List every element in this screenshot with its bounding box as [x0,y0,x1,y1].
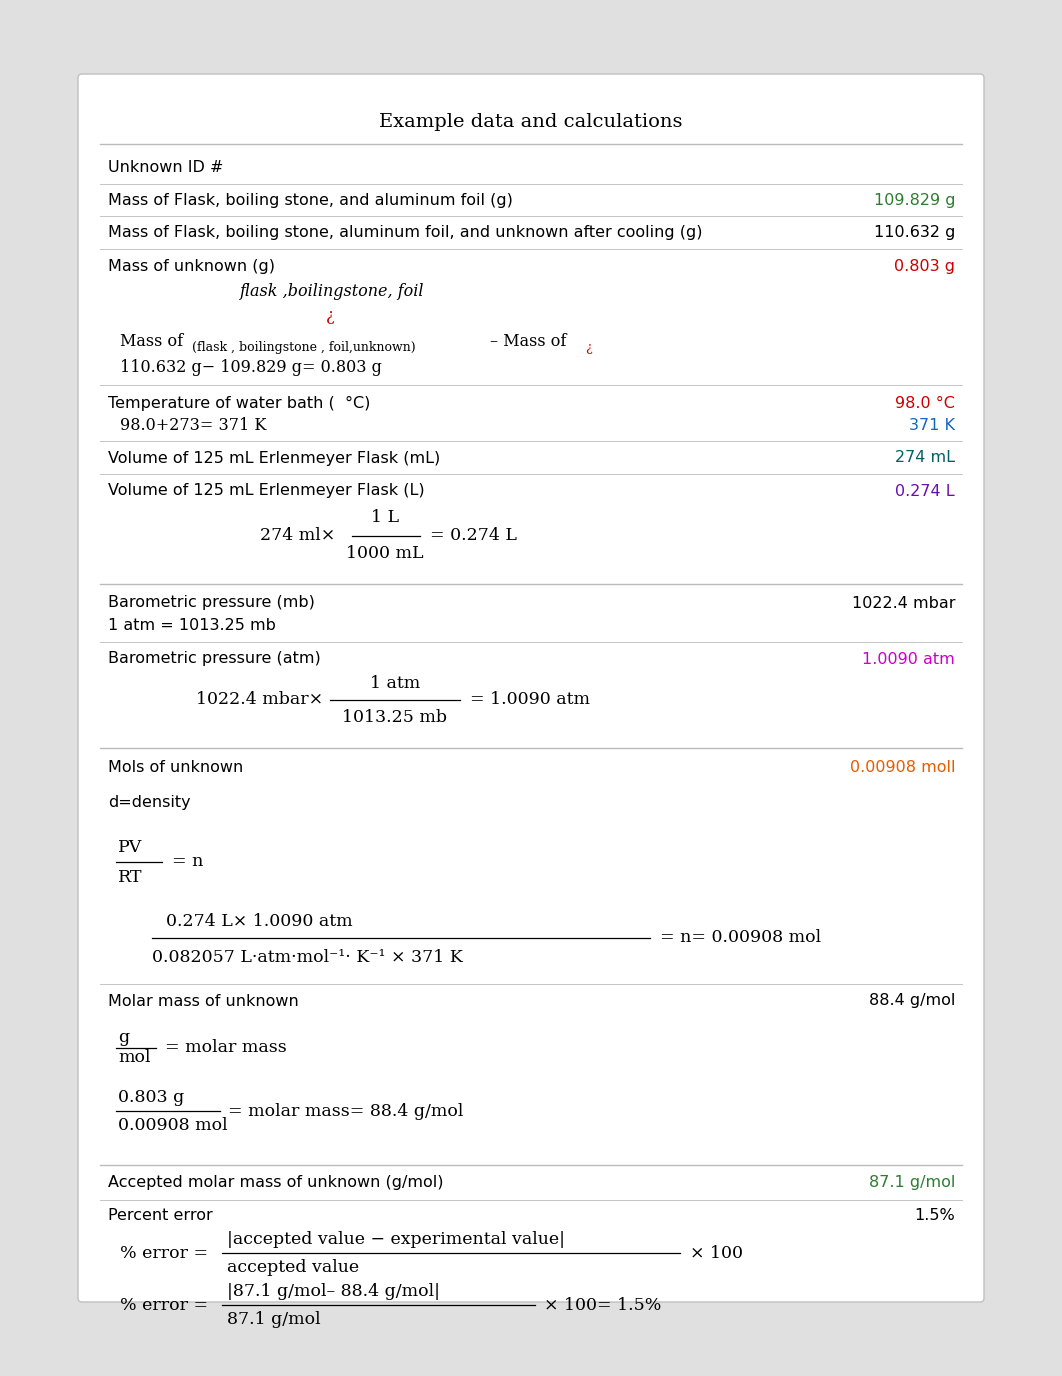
Text: Mass of: Mass of [120,333,183,350]
Text: (flask , boilingstone , foil,unknown): (flask , boilingstone , foil,unknown) [192,340,415,354]
Text: d=density: d=density [108,795,190,810]
Text: % error =: % error = [120,1244,208,1262]
Text: 1022.4 mbar: 1022.4 mbar [852,596,955,611]
Text: 0.803 g: 0.803 g [894,259,955,274]
Text: g: g [118,1029,130,1047]
Text: 98.0 °C: 98.0 °C [895,395,955,410]
Text: 1 L: 1 L [371,509,399,527]
Text: Mols of unknown: Mols of unknown [108,761,243,776]
Text: 1.0090 atm: 1.0090 atm [862,651,955,666]
Text: Volume of 125 mL Erlenmeyer Flask (L): Volume of 125 mL Erlenmeyer Flask (L) [108,483,425,498]
Text: Example data and calculations: Example data and calculations [379,113,683,131]
Text: Unknown ID #: Unknown ID # [108,160,223,175]
Text: Mass of Flask, boiling stone, aluminum foil, and unknown after cooling (g): Mass of Flask, boiling stone, aluminum f… [108,226,702,241]
Text: Temperature of water bath (  °C): Temperature of water bath ( °C) [108,395,371,410]
Text: 1 atm: 1 atm [370,674,421,692]
Text: 110.632 g− 109.829 g= 0.803 g: 110.632 g− 109.829 g= 0.803 g [120,359,382,377]
Text: 1013.25 mb: 1013.25 mb [343,709,447,725]
Text: RT: RT [118,868,142,886]
Text: × 100: × 100 [690,1244,743,1262]
Text: = molar mass= 88.4 g/mol: = molar mass= 88.4 g/mol [228,1102,463,1120]
Text: = n= 0.00908 mol: = n= 0.00908 mol [660,930,821,947]
Text: mol: mol [118,1050,151,1066]
Text: 0.274 L: 0.274 L [895,483,955,498]
Text: Accepted molar mass of unknown (g/mol): Accepted molar mass of unknown (g/mol) [108,1175,444,1190]
Text: 371 K: 371 K [909,417,955,432]
Text: % error =: % error = [120,1296,208,1314]
Text: 1.5%: 1.5% [914,1208,955,1223]
Text: 98.0+273= 371 K: 98.0+273= 371 K [120,417,267,433]
Text: 110.632 g: 110.632 g [874,226,955,241]
Text: 0.082057 L·atm·mol⁻¹· K⁻¹ × 371 K: 0.082057 L·atm·mol⁻¹· K⁻¹ × 371 K [152,948,463,966]
Text: |accepted value − experimental value|: |accepted value − experimental value| [227,1232,565,1248]
Text: 0.00908 moll: 0.00908 moll [850,761,955,776]
Text: Barometric pressure (mb): Barometric pressure (mb) [108,596,314,611]
Text: = 1.0090 atm: = 1.0090 atm [470,692,590,709]
Text: 274 mL: 274 mL [895,450,955,465]
Text: = n: = n [172,853,204,871]
Text: 1022.4 mbar×: 1022.4 mbar× [196,692,323,709]
Text: 87.1 g/mol: 87.1 g/mol [227,1311,321,1328]
Text: 1 atm = 1013.25 mb: 1 atm = 1013.25 mb [108,618,276,633]
Text: 0.00908 mol: 0.00908 mol [118,1116,227,1134]
Text: PV: PV [118,839,142,856]
Text: Barometric pressure (atm): Barometric pressure (atm) [108,651,321,666]
Text: flask ,boilingstone, foil: flask ,boilingstone, foil [240,282,425,300]
Text: 1000 mL: 1000 mL [346,545,424,563]
Text: 274 ml×: 274 ml× [260,527,336,544]
Text: – Mass of: – Mass of [490,333,566,350]
Text: 88.4 g/mol: 88.4 g/mol [869,993,955,1009]
Text: 0.274 L× 1.0090 atm: 0.274 L× 1.0090 atm [166,912,353,930]
Text: 0.803 g: 0.803 g [118,1090,184,1106]
Text: = molar mass: = molar mass [165,1039,287,1057]
Text: |87.1 g/mol– 88.4 g/mol|: |87.1 g/mol– 88.4 g/mol| [227,1284,440,1300]
FancyBboxPatch shape [78,74,984,1302]
Text: Molar mass of unknown: Molar mass of unknown [108,993,298,1009]
Text: × 100= 1.5%: × 100= 1.5% [544,1296,662,1314]
Text: accepted value: accepted value [227,1259,359,1276]
Text: ¿: ¿ [585,340,592,354]
Text: 87.1 g/mol: 87.1 g/mol [869,1175,955,1190]
Text: Volume of 125 mL Erlenmeyer Flask (mL): Volume of 125 mL Erlenmeyer Flask (mL) [108,450,441,465]
Text: ¿: ¿ [326,307,335,325]
Text: 109.829 g: 109.829 g [874,193,955,208]
Text: = 0.274 L: = 0.274 L [430,527,517,544]
Text: Percent error: Percent error [108,1208,212,1223]
Text: Mass of Flask, boiling stone, and aluminum foil (g): Mass of Flask, boiling stone, and alumin… [108,193,513,208]
Text: Mass of unknown (g): Mass of unknown (g) [108,259,275,274]
